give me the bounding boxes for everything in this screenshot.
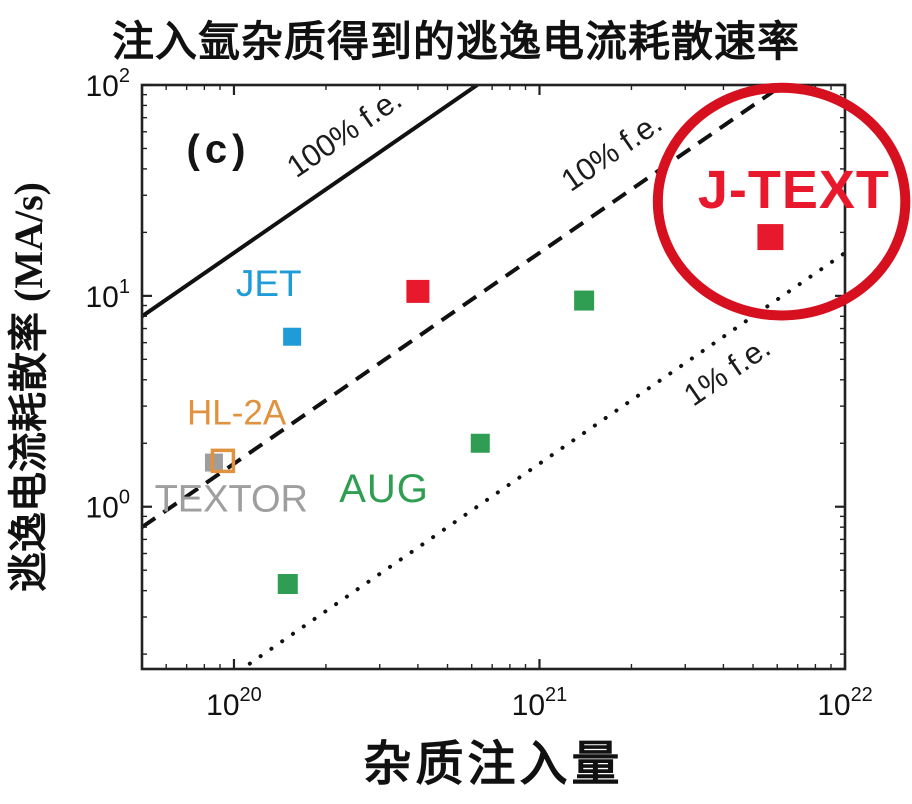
point-aug <box>470 433 490 453</box>
point-aug <box>277 574 298 595</box>
guide-lines <box>142 85 845 669</box>
point-hl-2a <box>210 448 236 474</box>
label-textor: TEXTOR <box>155 478 308 520</box>
x-tick-label-10e20: 1020 <box>206 684 262 722</box>
plot-frame <box>140 83 847 671</box>
point-jet <box>283 327 302 346</box>
label-aug: AUG <box>339 467 429 511</box>
label-hl2a: HL-2A <box>187 394 287 433</box>
point-j-text <box>757 224 784 251</box>
guide-line-10-f-e- <box>142 85 787 529</box>
x-axis-label: 杂质注入量 <box>363 738 624 791</box>
guide-line-1-f-e- <box>238 250 845 669</box>
guide-label-1-f-e-: 1% f.e. <box>677 329 776 413</box>
guide-label-100-f-e-: 100% f.e. <box>280 81 408 184</box>
point-aug <box>574 290 595 311</box>
panel-label: (c) <box>187 127 251 171</box>
y-tick-label-10e1: 101 <box>86 276 131 314</box>
y-tick-label-10e0: 100 <box>86 487 131 525</box>
x-tick-label-10e22: 1022 <box>817 684 873 722</box>
point-j-text <box>406 279 430 303</box>
x-tick-label-10e21: 1021 <box>512 684 568 722</box>
highlight-circle <box>652 82 911 321</box>
label-jet: JET <box>236 263 302 304</box>
y-tick-label-10e2: 102 <box>86 65 131 103</box>
chart-title: 注入氩杂质得到的逃逸电流耗散速率 <box>111 20 800 66</box>
label-jtext: J-TEXT <box>698 160 890 220</box>
guide-label-10-f-e-: 10% f.e. <box>555 105 669 198</box>
guide-line-100-f-e- <box>142 85 481 318</box>
